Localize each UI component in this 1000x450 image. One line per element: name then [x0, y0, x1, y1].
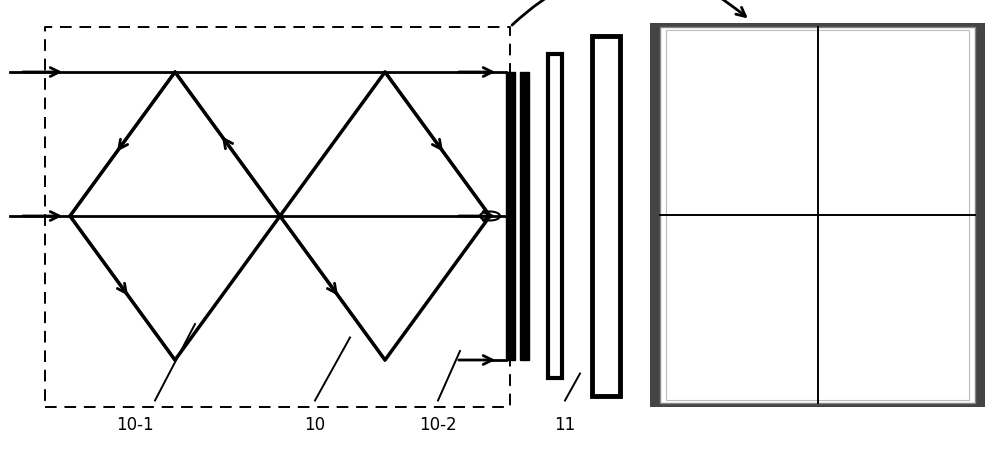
Bar: [592, 36, 620, 396]
Bar: [660, 27, 975, 403]
Bar: [548, 54, 562, 378]
Text: 10-2: 10-2: [419, 416, 457, 434]
Bar: [520, 72, 529, 360]
Bar: [650, 22, 985, 407]
Text: 10: 10: [304, 416, 326, 434]
Bar: [506, 72, 515, 360]
Text: 10-1: 10-1: [116, 416, 154, 434]
Text: 11: 11: [554, 416, 576, 434]
Bar: [666, 30, 969, 400]
